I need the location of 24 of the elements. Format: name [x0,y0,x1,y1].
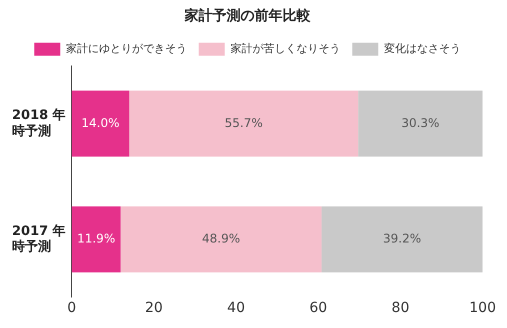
data-label: 48.9% [202,231,240,246]
bar [72,206,121,272]
x-tick-label: 100 [469,300,496,316]
data-label: 14.0% [81,116,120,130]
y-tick-label: 2017 年時予測 [12,224,66,255]
chart-title: 家計予測の前年比較 [184,7,312,24]
y-tick-label: 2018 年時予測 [12,108,66,139]
data-label: 55.7% [224,116,263,130]
bar [322,206,483,272]
bar [120,206,322,272]
bar [129,90,358,157]
data-label: 39.2% [383,231,422,246]
data-label: 11.9% [77,231,116,246]
bar [72,90,130,157]
x-tick-label: 40 [227,300,245,316]
x-tick-label: 20 [144,300,163,316]
x-tick-label: 0 [67,300,76,316]
legend-label: 家計が苦しくなりそう [230,42,340,56]
legend-label: 変化はなさそう [384,42,461,56]
x-tick-label: 60 [309,300,328,316]
data-label: 30.3% [401,116,440,130]
legend-label: 家計にゆとりができそう [66,42,187,56]
bar [358,90,483,157]
x-tick-label: 80 [392,300,410,316]
